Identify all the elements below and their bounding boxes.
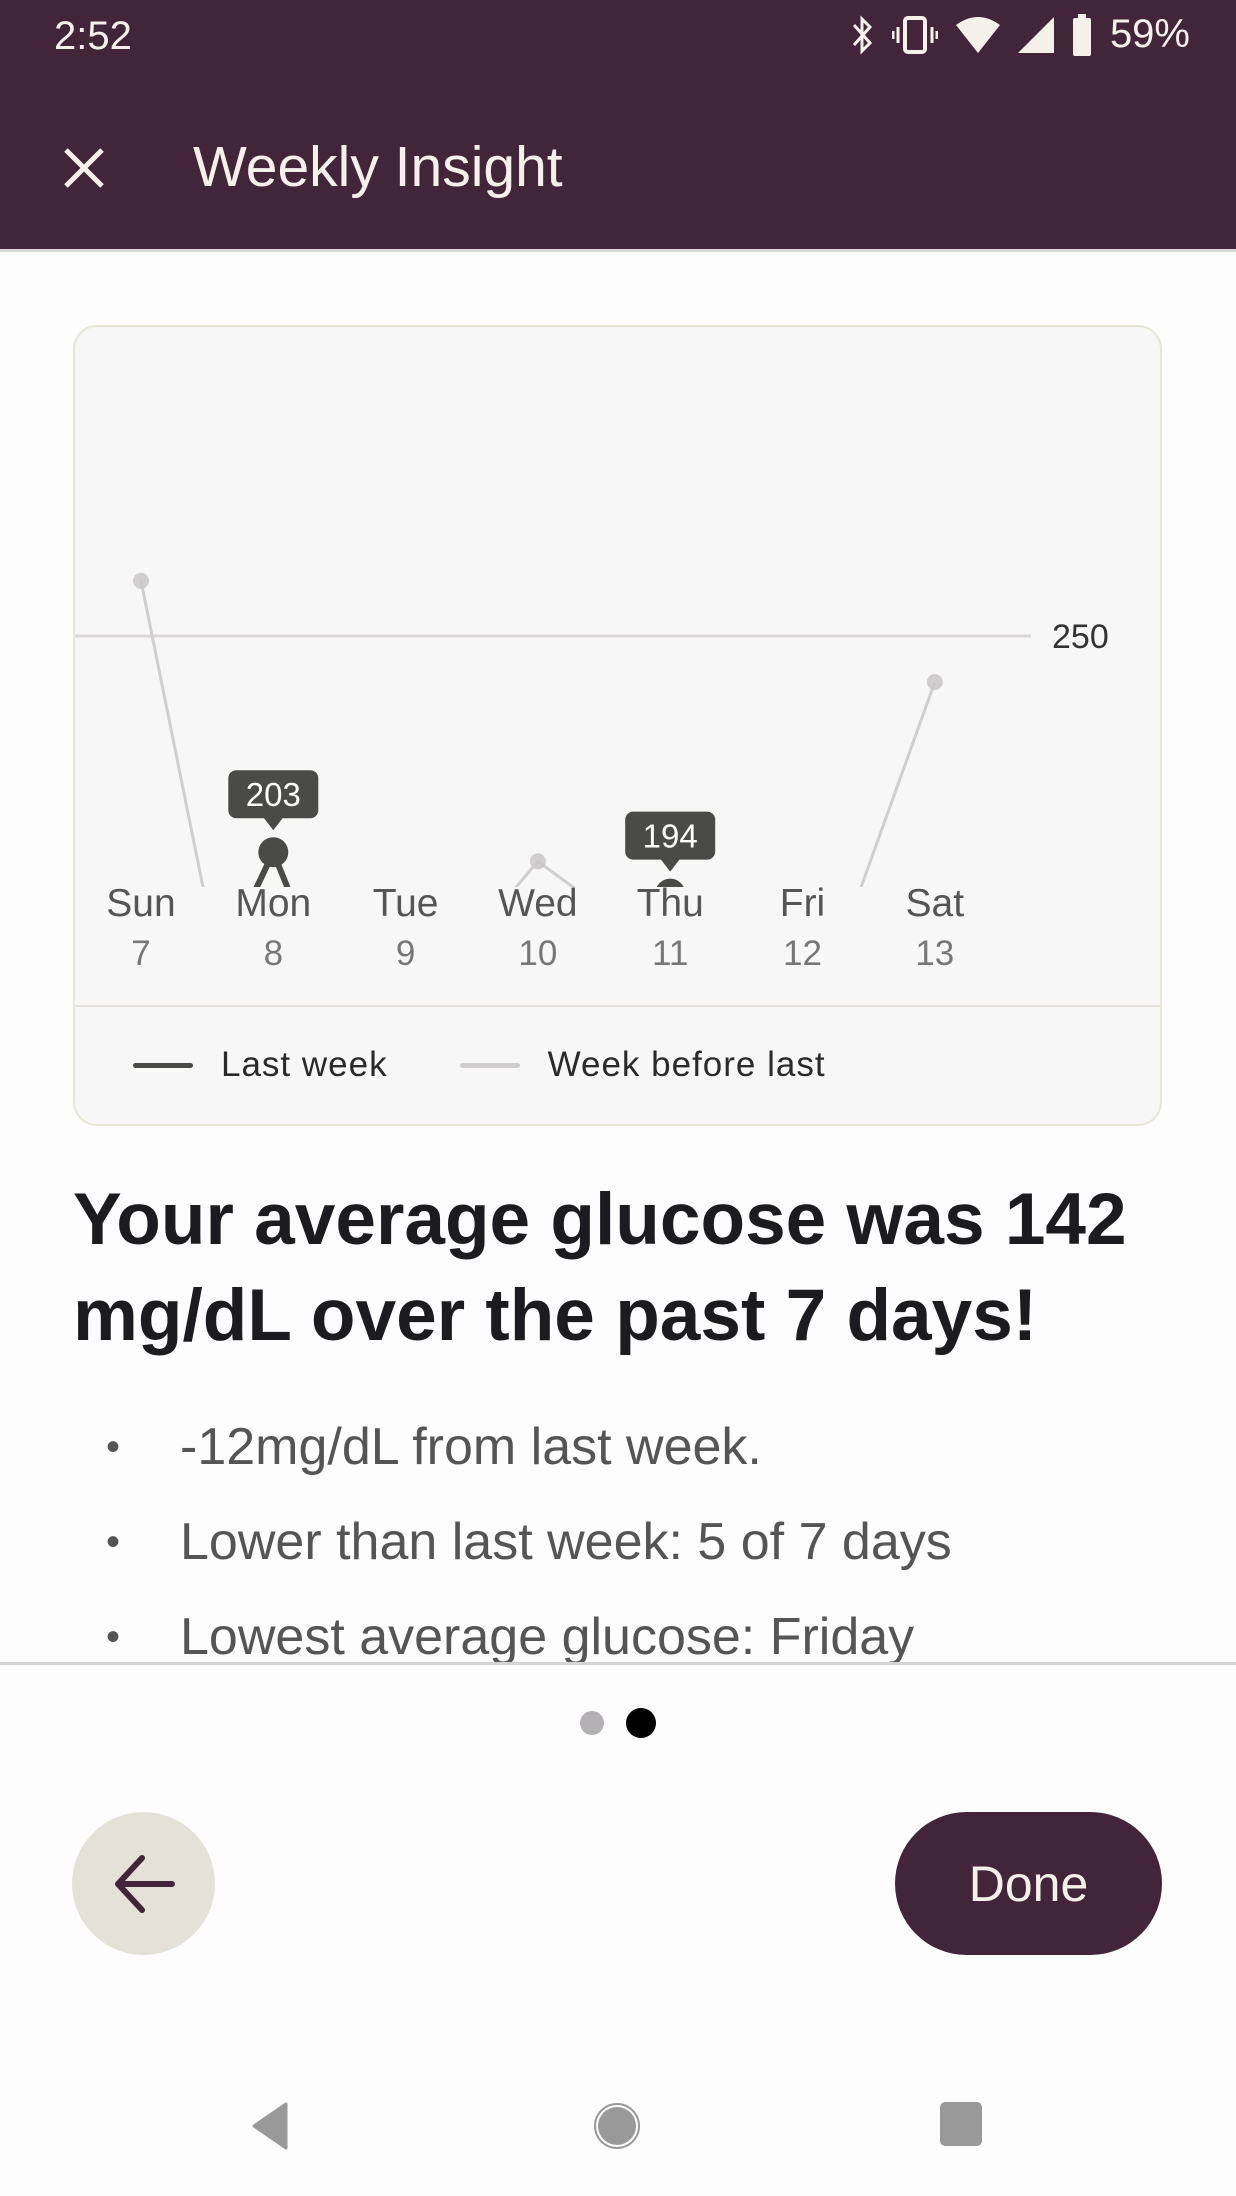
status-icons: 59% <box>850 12 1190 57</box>
x-axis-labels: Sun 7 Mon 8 Tue 9 Wed 10 Thu 11 Fri 12 Sat 13 <box>75 882 1160 1002</box>
bullet-item: • Lowest average glucose: Friday <box>0 1602 1236 1662</box>
x-axis-day: Thu 11 <box>610 882 730 974</box>
signal-icon <box>1017 16 1054 53</box>
bullet-item: • -12mg/dL from last week. <box>0 1412 1236 1507</box>
done-button[interactable]: Done <box>895 1812 1162 1955</box>
arrow-left-icon <box>114 1854 175 1913</box>
summary-headline: Your average glucose was 142 mg/dL over … <box>73 1179 1127 1356</box>
data-label-pointer <box>263 817 284 831</box>
wifi-icon <box>955 16 1000 53</box>
day-date: 10 <box>518 934 558 973</box>
chart-legend: Last week Week before last <box>133 1045 898 1085</box>
week-before-last-point <box>926 674 943 690</box>
day-name: Sun <box>106 882 176 925</box>
chart-card: 25018070127203112125194101132 Sun 7 Mon 8 Tu… <box>73 325 1162 1126</box>
day-date: 13 <box>915 934 955 973</box>
back-button[interactable] <box>72 1812 215 1955</box>
bullet-text: Lower than last week: 5 of 7 days <box>180 1513 952 1571</box>
data-label-pointer <box>660 858 681 872</box>
footer-divider <box>0 1662 1236 1665</box>
card-divider <box>75 1005 1160 1007</box>
data-label-bubble <box>228 770 319 819</box>
week-before-last-point <box>529 853 546 870</box>
summary-bullets: • -12mg/dL from last week. • Lower than la… <box>0 1412 1236 1662</box>
x-axis-day: Sun 7 <box>81 882 201 974</box>
x-axis-day: Fri 12 <box>743 882 863 974</box>
bullet-text: Lowest average glucose: Friday <box>180 1608 915 1662</box>
day-date: 12 <box>783 934 822 973</box>
page-dot-1[interactable] <box>580 1711 604 1735</box>
battery-percent: 59% <box>1109 12 1190 56</box>
nav-home-icon[interactable] <box>593 2102 641 2150</box>
status-time: 2:52 <box>54 14 132 58</box>
day-date: 7 <box>131 934 151 973</box>
bluetooth-icon <box>852 14 872 55</box>
legend-last-week: Last week <box>133 1045 388 1085</box>
legend-label: Week before last <box>547 1045 826 1084</box>
data-label-bubble <box>625 811 716 860</box>
day-name: Wed <box>498 882 578 925</box>
page-dot-2-active[interactable] <box>626 1708 656 1738</box>
header-divider <box>0 249 1236 252</box>
day-date: 11 <box>652 934 689 973</box>
legend-swatch-dark <box>133 1062 193 1068</box>
page-title: Weekly Insight <box>193 135 563 199</box>
y-tick-label: 250 <box>1052 618 1109 656</box>
battery-icon <box>1072 13 1091 56</box>
day-date: 8 <box>263 934 284 973</box>
day-date: 9 <box>395 934 416 973</box>
system-nav-bar <box>0 2080 1236 2180</box>
nav-recents-icon[interactable] <box>940 2102 982 2146</box>
x-axis-day: Wed 10 <box>478 882 598 974</box>
day-name: Mon <box>235 882 312 925</box>
week-before-last-line <box>139 580 937 887</box>
last-week-point <box>258 837 289 868</box>
scroll-content[interactable]: 25018070127203112125194101132 Sun 7 Mon 8 Tu… <box>0 252 1236 1662</box>
bullet-item: • Lower than last week: 5 of 7 days <box>0 1507 1236 1602</box>
legend-label: Last week <box>221 1045 388 1084</box>
nav-back-icon[interactable] <box>250 2102 290 2150</box>
data-label: 194 <box>643 818 698 855</box>
x-axis-day: Mon 8 <box>213 882 333 974</box>
data-label: 203 <box>246 776 301 813</box>
week-before-last-point <box>133 572 149 589</box>
last-week-point <box>656 878 684 887</box>
day-name: Thu <box>636 882 704 925</box>
vibrate-icon <box>891 15 938 54</box>
bullet-text: -12mg/dL from last week. <box>180 1418 762 1476</box>
glucose-chart: 25018070127203112125194101132 <box>75 572 1109 887</box>
day-name: Tue <box>372 882 439 925</box>
x-axis-day: Tue 9 <box>346 882 466 974</box>
day-name: Sat <box>905 882 965 925</box>
page-indicator <box>580 1708 656 1738</box>
close-icon[interactable] <box>62 146 106 190</box>
legend-swatch-light <box>459 1062 520 1068</box>
legend-week-before-last: Week before last <box>459 1045 826 1085</box>
day-name: Fri <box>779 882 826 925</box>
x-axis-day: Sat 13 <box>875 882 995 974</box>
app-bar: 2:52 59% Weekly Insight <box>0 0 1236 249</box>
